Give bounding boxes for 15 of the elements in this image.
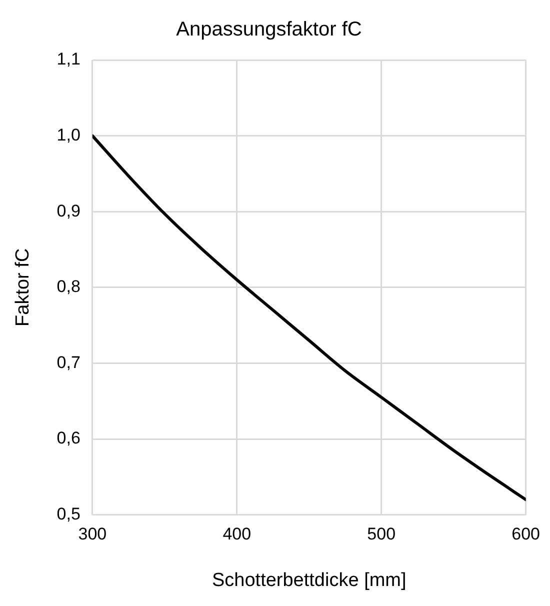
x-tick-label: 300: [78, 524, 107, 544]
chart-title: Anpassungsfaktor fC: [176, 18, 362, 41]
y-tick-label: 0,5: [56, 504, 80, 524]
y-tick-label: 1,1: [56, 50, 80, 69]
x-axis-title: Schotterbettdicke [mm]: [212, 570, 406, 591]
y-tick-label: 0,6: [56, 428, 80, 448]
x-tick-label: 400: [222, 524, 252, 544]
line-series: [92, 134, 526, 502]
y-tick-label: 1,0: [56, 125, 80, 144]
y-axis-title: Faktor fC: [12, 248, 34, 326]
y-tick-label: 0,8: [56, 277, 80, 296]
y-tick-label: 0,9: [56, 201, 80, 220]
x-tick-label: 500: [367, 524, 396, 544]
x-tick-label: 600: [512, 524, 540, 544]
y-tick-label: 0,7: [56, 352, 80, 372]
